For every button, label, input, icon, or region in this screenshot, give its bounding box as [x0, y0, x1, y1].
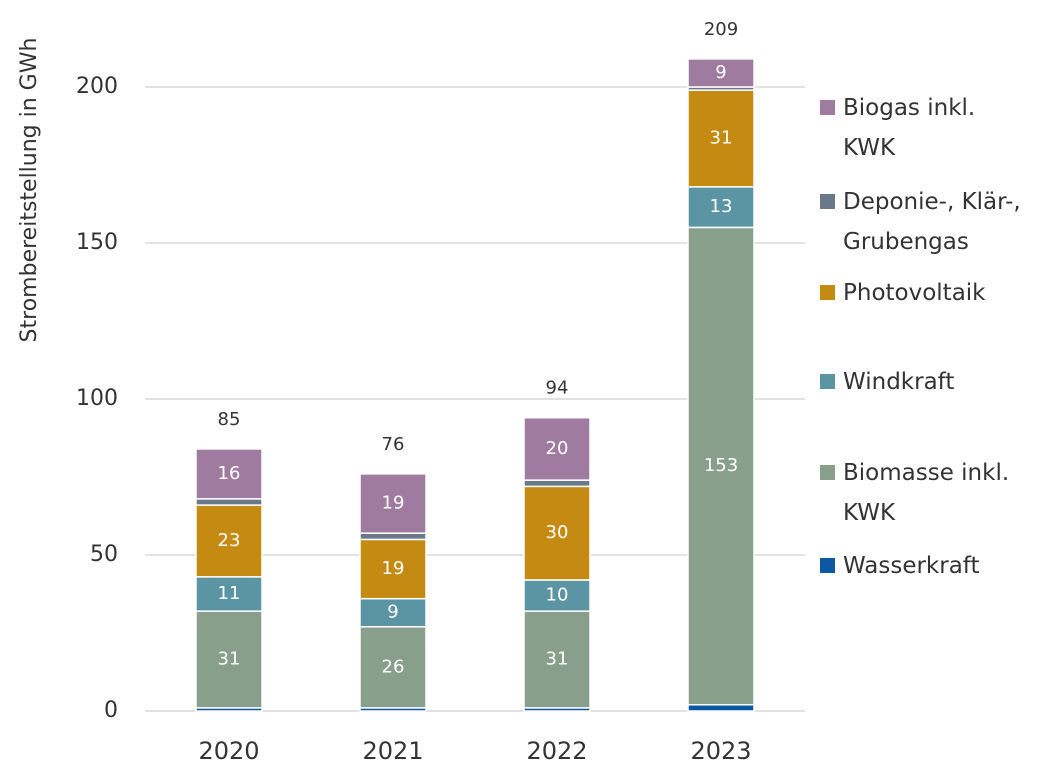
bar-segment [687, 89, 755, 188]
data-label: 31 [218, 649, 241, 670]
legend-label: Biomasse inkl. KWK [843, 460, 1010, 526]
data-label: 19 [382, 558, 405, 579]
total-label: 209 [704, 19, 738, 40]
legend-swatch [820, 374, 835, 389]
bar-segment [359, 473, 427, 534]
data-label: 19 [382, 493, 405, 514]
bar-segment [523, 479, 591, 488]
y-tick-label: 150 [76, 230, 118, 255]
y-axis-label: Strombereitstellung in GWh [17, 38, 42, 343]
legend-swatch [820, 194, 835, 209]
y-tick-label: 50 [90, 542, 118, 567]
legend-label: Wasserkraft [843, 553, 980, 579]
y-tick-label: 100 [76, 386, 118, 411]
legend-label: Biogas inkl. KWK [843, 95, 976, 161]
bar-segment [687, 704, 755, 712]
bar-segment [687, 226, 755, 706]
legend-swatch [820, 558, 835, 573]
bar-segment [195, 504, 263, 578]
bar-segment [523, 579, 591, 612]
data-label: 23 [218, 530, 241, 551]
x-tick-label: 2023 [690, 737, 751, 765]
data-label: 31 [546, 649, 569, 670]
y-tick-label: 0 [104, 698, 118, 723]
data-label: 16 [218, 463, 241, 484]
legend-label: Photovoltaik [843, 280, 986, 306]
legend-swatch [820, 100, 835, 115]
legend-label: Deponie-, Klär-, Grubengas [843, 189, 1021, 255]
data-label: 153 [704, 455, 738, 476]
legend-label: Windkraft [843, 369, 955, 395]
data-label: 9 [715, 62, 726, 83]
data-label: 20 [546, 438, 569, 459]
bar-segment [523, 610, 591, 709]
total-label: 85 [218, 409, 241, 430]
bar-segment [195, 448, 263, 500]
x-tick-label: 2022 [526, 737, 587, 765]
bar-segment [687, 58, 755, 88]
bar-segment [359, 626, 427, 709]
bar-segment [359, 532, 427, 541]
x-tick-label: 2021 [362, 737, 423, 765]
x-tick-label: 2020 [198, 737, 259, 765]
bar-segment [523, 485, 591, 581]
total-label: 94 [546, 378, 569, 399]
bar-segment [359, 538, 427, 600]
legend-swatch [820, 285, 835, 300]
total-label: 76 [382, 434, 405, 455]
bar-segment [195, 576, 263, 612]
bar-segment [523, 416, 591, 481]
bar-segment [687, 186, 755, 229]
data-label: 13 [710, 196, 733, 217]
data-label: 10 [546, 585, 569, 606]
data-label: 31 [710, 127, 733, 148]
data-label: 26 [382, 656, 405, 677]
data-label: 30 [546, 522, 569, 543]
y-tick-label: 200 [76, 74, 118, 99]
legend-swatch [820, 465, 835, 480]
bar-segment [195, 498, 263, 506]
data-label: 9 [387, 602, 398, 623]
data-label: 11 [218, 583, 241, 604]
